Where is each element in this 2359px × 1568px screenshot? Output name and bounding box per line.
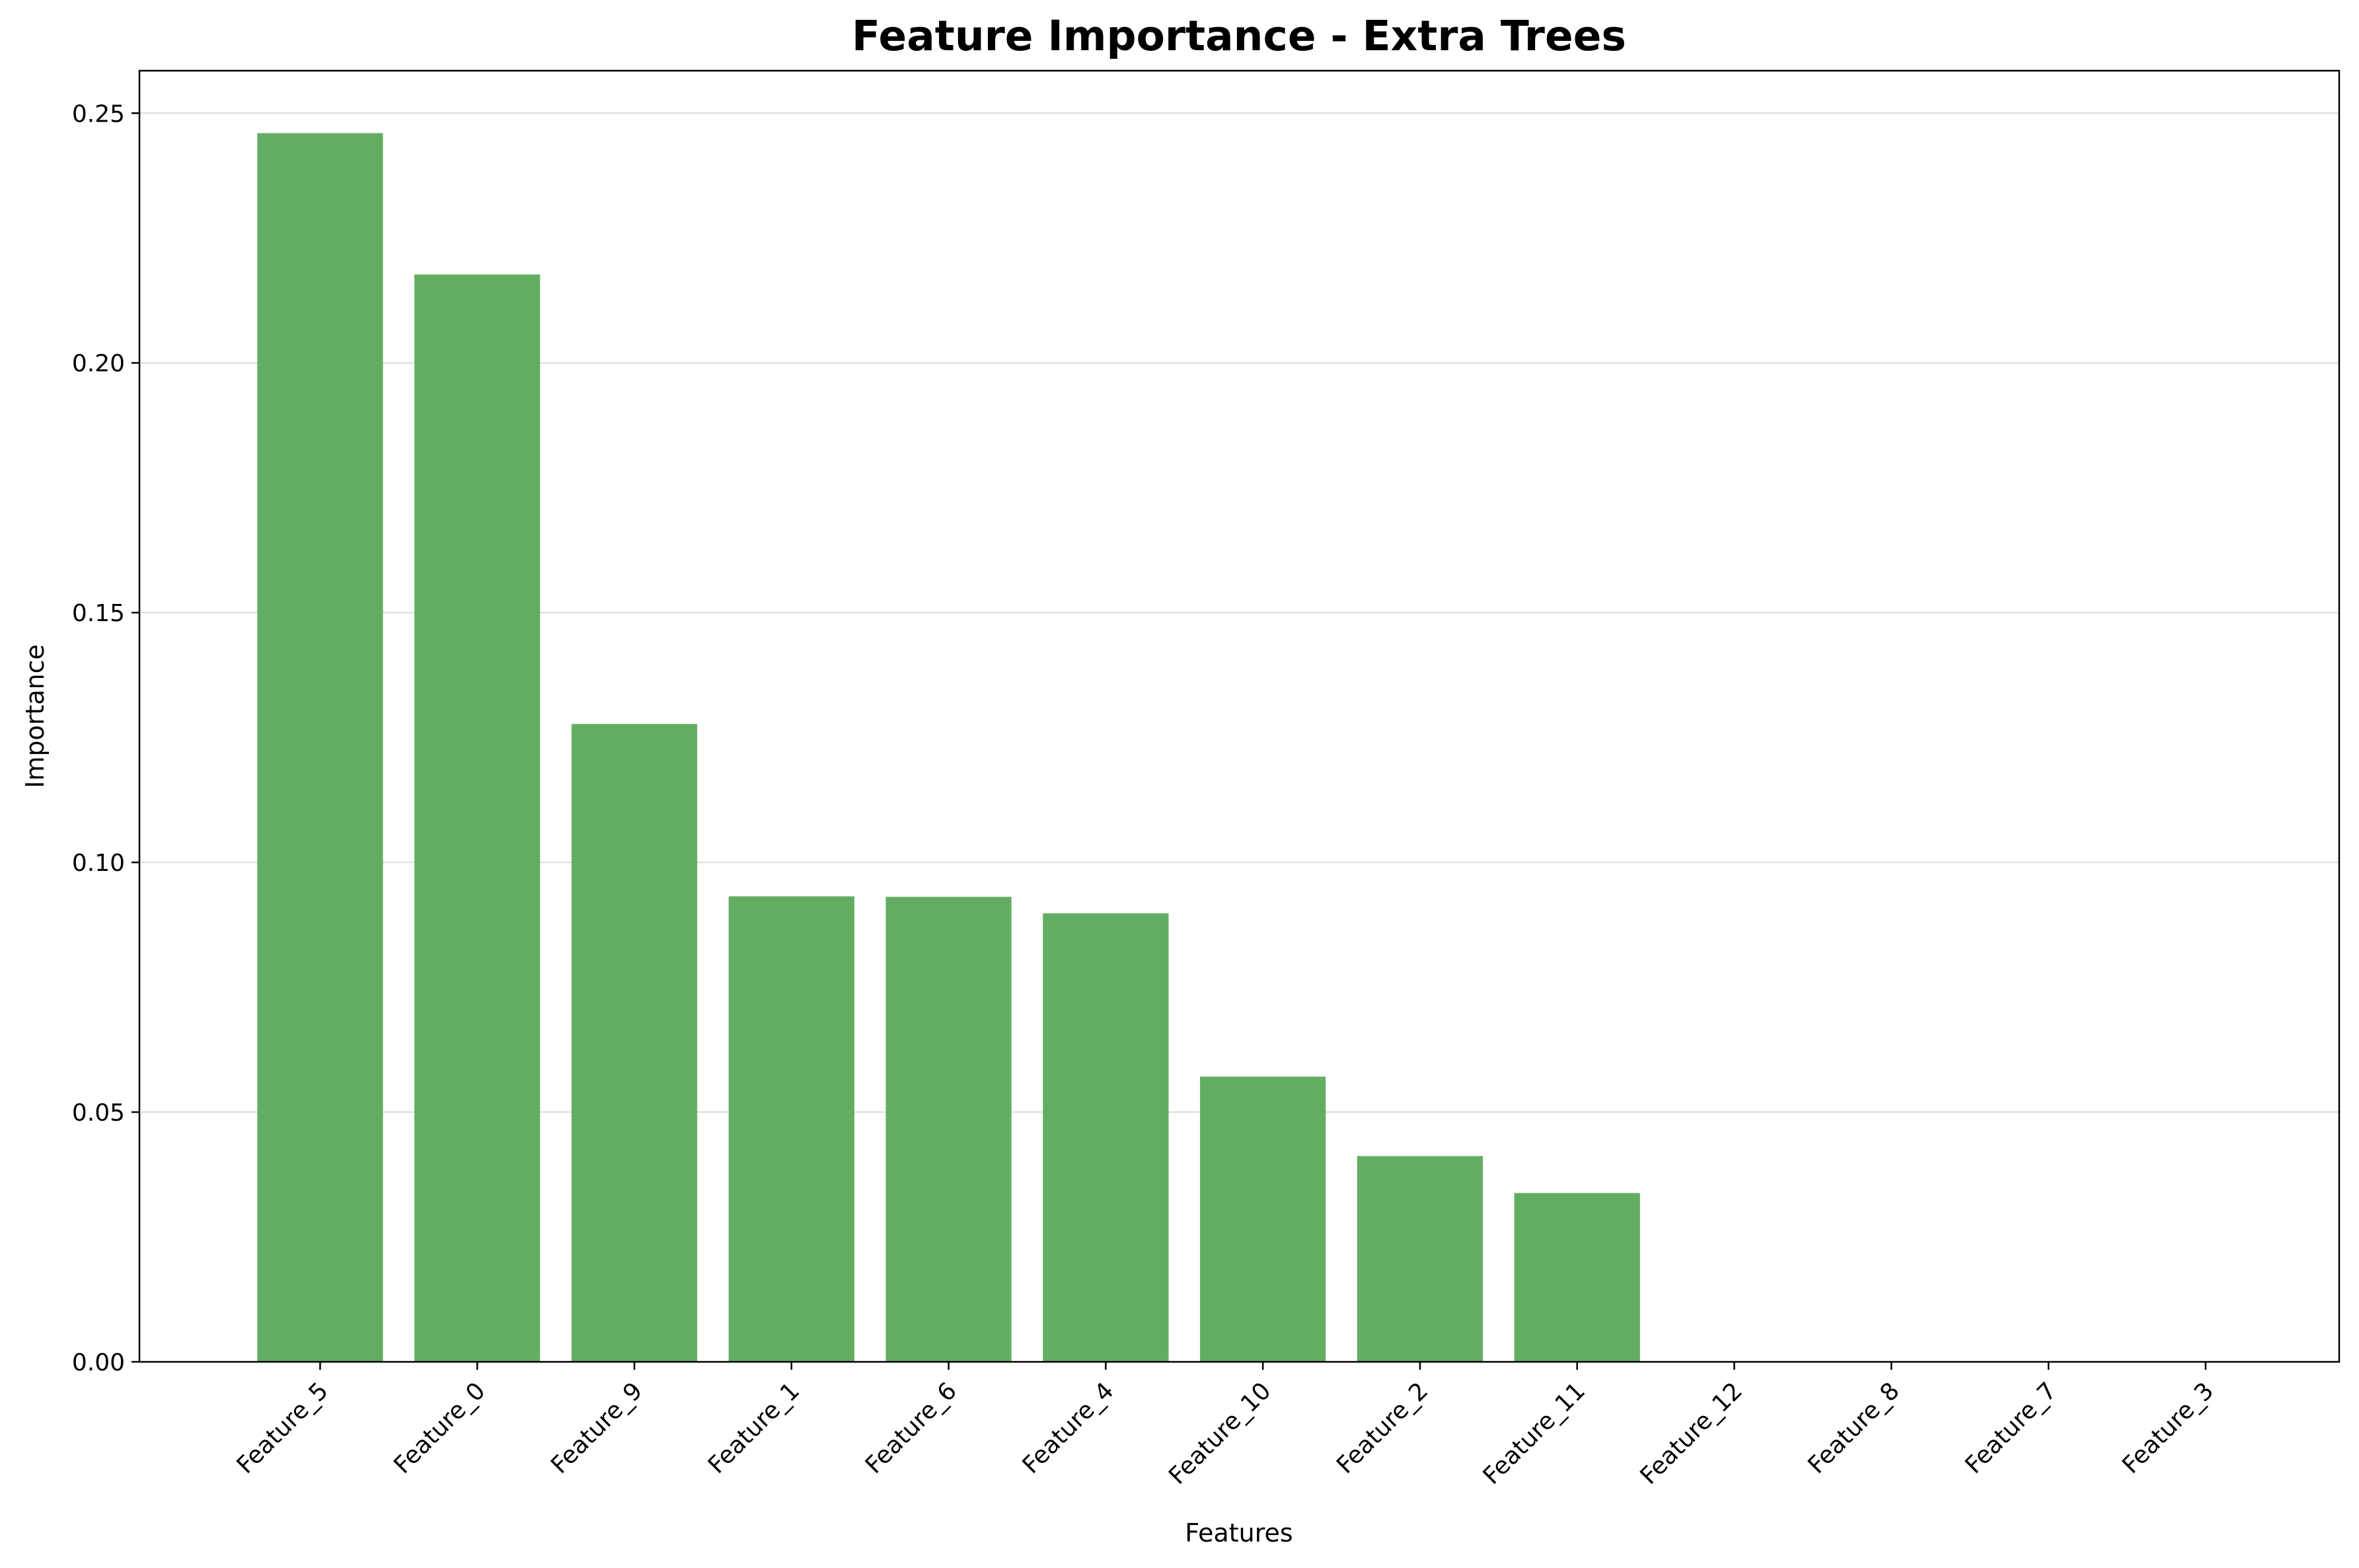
bar (728, 896, 854, 1362)
y-axis-ticks: 0.00 0.05 0.10 0.15 0.20 0.25 (72, 100, 139, 1376)
x-tick-label: Feature_4 (1018, 1377, 1119, 1479)
y-tick-label: 0.15 (72, 600, 125, 627)
bar (1043, 913, 1169, 1362)
x-axis-ticks: Feature_5 Feature_0 Feature_9 Feature_1 Feat… (232, 1362, 2219, 1490)
x-tick-label: Feature_12 (1635, 1377, 1748, 1489)
x-tick-label: Feature_8 (1803, 1377, 1905, 1479)
x-tick-label: Feature_10 (1164, 1377, 1276, 1489)
plot-frame (138, 69, 2340, 1363)
x-tick-label: Feature_1 (703, 1377, 805, 1479)
bar (1200, 1076, 1326, 1362)
x-tick-label: Feature_0 (389, 1377, 490, 1479)
y-tick-label: 0.05 (72, 1100, 125, 1127)
bar (414, 274, 541, 1362)
bars (257, 133, 1640, 1362)
x-axis-label: Features (1185, 1518, 1292, 1548)
x-tick-label: Feature_7 (1960, 1377, 2062, 1479)
x-tick-label: Feature_5 (232, 1377, 334, 1479)
x-tick-label: Feature_6 (860, 1377, 962, 1479)
bar (885, 897, 1012, 1362)
chart-title: Feature Importance - Extra Trees (852, 12, 1626, 60)
y-tick-label: 0.25 (72, 100, 125, 128)
bar (1514, 1193, 1640, 1362)
bar (257, 133, 383, 1362)
bar (571, 724, 698, 1362)
x-tick-label: Feature_11 (1478, 1377, 1591, 1489)
y-tick-label: 0.10 (72, 850, 125, 877)
y-tick-label: 0.00 (72, 1349, 125, 1376)
y-tick-label: 0.20 (72, 350, 125, 377)
x-tick-label: Feature_3 (2117, 1377, 2219, 1479)
x-tick-label: Feature_9 (546, 1377, 648, 1479)
y-axis-label: Importance (20, 644, 50, 788)
bar (1357, 1156, 1483, 1362)
x-tick-label: Feature_2 (1331, 1377, 1433, 1479)
